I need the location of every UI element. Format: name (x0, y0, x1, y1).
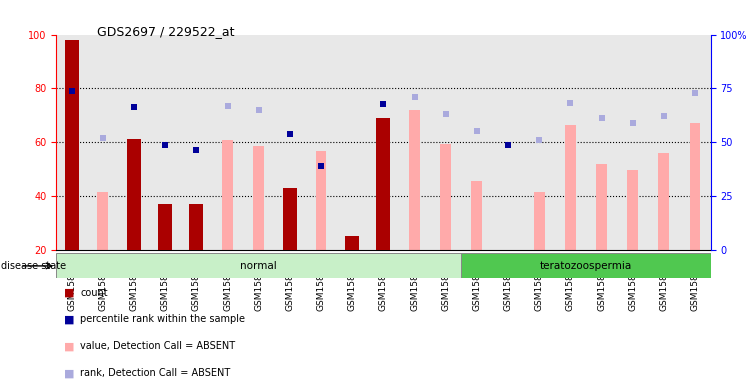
Bar (254, 146, 264, 250)
Bar (617, 35, 649, 250)
Bar (118, 35, 150, 250)
Bar (555, 35, 586, 250)
Bar (275, 35, 305, 250)
Bar (337, 35, 368, 250)
Text: count: count (80, 288, 108, 298)
Bar (56, 35, 88, 250)
Bar (492, 35, 524, 250)
Bar (316, 151, 326, 250)
Bar (368, 35, 399, 250)
Bar (649, 35, 679, 250)
Bar (88, 35, 118, 250)
Bar (127, 139, 141, 250)
Bar (56, 253, 462, 278)
Bar (337, 35, 368, 250)
Bar (212, 35, 243, 250)
Bar (586, 35, 617, 250)
Bar (376, 118, 390, 250)
Bar (628, 170, 638, 250)
Bar (275, 35, 305, 250)
Bar (679, 35, 711, 250)
Bar (189, 204, 203, 250)
Text: percentile rank within the sample: percentile rank within the sample (80, 314, 245, 324)
Text: ■: ■ (64, 341, 74, 351)
Bar (462, 35, 492, 250)
Text: ■: ■ (64, 288, 74, 298)
Bar (181, 35, 212, 250)
Bar (181, 35, 212, 250)
Bar (430, 35, 462, 250)
Bar (88, 35, 118, 250)
Bar (118, 35, 150, 250)
Text: GDS2697 / 229522_at: GDS2697 / 229522_at (97, 25, 235, 38)
Bar (56, 35, 88, 250)
Bar (555, 35, 586, 250)
Bar (345, 236, 359, 250)
Bar (471, 181, 482, 250)
Bar (409, 110, 420, 250)
Bar (462, 253, 711, 278)
Bar (617, 35, 649, 250)
Bar (305, 35, 337, 250)
Bar (524, 35, 555, 250)
Bar (368, 35, 399, 250)
Bar (679, 35, 711, 250)
Bar (649, 35, 679, 250)
Bar (430, 35, 462, 250)
Bar (212, 35, 243, 250)
Bar (690, 123, 700, 250)
Bar (243, 35, 275, 250)
Bar (399, 35, 430, 250)
Text: normal: normal (240, 261, 277, 271)
Bar (492, 35, 524, 250)
Bar (305, 35, 337, 250)
Text: value, Detection Call = ABSENT: value, Detection Call = ABSENT (80, 341, 235, 351)
Bar (596, 164, 607, 250)
Bar (524, 35, 555, 250)
Text: ■: ■ (64, 368, 74, 378)
Bar (565, 125, 576, 250)
Bar (658, 153, 669, 250)
Bar (462, 35, 492, 250)
Bar (150, 35, 181, 250)
Text: rank, Detection Call = ABSENT: rank, Detection Call = ABSENT (80, 368, 230, 378)
Bar (64, 40, 79, 250)
Text: ■: ■ (64, 314, 74, 324)
Bar (222, 140, 233, 250)
Bar (97, 192, 108, 250)
Text: disease state: disease state (1, 261, 67, 271)
Bar (441, 144, 451, 250)
Bar (283, 188, 297, 250)
Bar (534, 192, 545, 250)
Text: teratozoospermia: teratozoospermia (540, 261, 632, 271)
Bar (586, 35, 617, 250)
Bar (158, 204, 172, 250)
Bar (243, 35, 275, 250)
Bar (150, 35, 181, 250)
Bar (399, 35, 430, 250)
